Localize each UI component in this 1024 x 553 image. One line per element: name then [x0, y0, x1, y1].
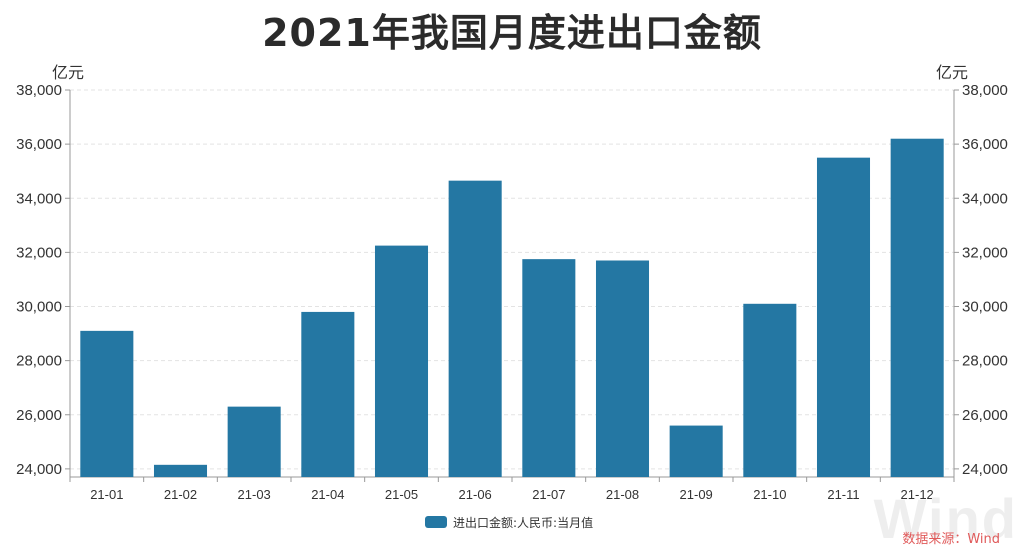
legend-label: 进出口金额:人民币:当月值: [453, 515, 594, 530]
left-tick-label: 38,000: [16, 82, 62, 99]
left-tick-label: 24,000: [16, 461, 62, 478]
right-tick-label: 26,000: [962, 407, 1008, 424]
right-tick-label: 36,000: [962, 136, 1008, 153]
bar-21-09[interactable]: [669, 425, 723, 477]
right-y-ticks: 24,000 26,000 28,000 30,000 32,000 34,000 36,0…: [954, 82, 1008, 478]
grid-lines: [70, 89, 954, 470]
x-tick-label: 21-04: [311, 487, 344, 502]
x-tick-label: 21-07: [532, 487, 565, 502]
bar-21-06[interactable]: [448, 180, 502, 478]
x-tick-label: 21-11: [827, 487, 859, 502]
source-label: 数据来源：Wind: [902, 532, 1000, 547]
left-y-ticks: 24,000 26,000 28,000 30,000 32,000 34,000 36,0…: [16, 82, 70, 478]
left-tick-label: 30,000: [16, 299, 62, 316]
bar-21-03[interactable]: [227, 406, 281, 477]
bar-21-10[interactable]: [743, 303, 797, 477]
bar-21-01[interactable]: [80, 330, 134, 477]
right-tick-label: 28,000: [962, 353, 1008, 370]
x-tick-label: 21-12: [901, 487, 934, 502]
bar-21-12[interactable]: [890, 138, 944, 477]
right-tick-label: 30,000: [962, 299, 1008, 316]
bars: [80, 138, 944, 478]
bar-21-07[interactable]: [522, 259, 576, 477]
bar-21-08[interactable]: [595, 260, 650, 477]
left-tick-label: 32,000: [16, 244, 62, 261]
left-tick-label: 34,000: [16, 190, 62, 207]
x-ticks: 21-01 21-02 21-03 21-04 21-05 21-06 21-07 21-08…: [69, 477, 955, 502]
x-tick-label: 21-03: [238, 487, 271, 502]
x-tick-label: 21-02: [164, 487, 197, 502]
bar-21-11[interactable]: [816, 157, 871, 477]
right-tick-label: 24,000: [962, 461, 1008, 478]
x-tick-label: 21-09: [680, 487, 713, 502]
left-tick-label: 26,000: [16, 407, 62, 424]
left-tick-label: 28,000: [16, 353, 62, 370]
right-tick-label: 34,000: [962, 190, 1008, 207]
left-unit-label: 亿元: [52, 63, 84, 82]
right-tick-label: 38,000: [962, 82, 1008, 99]
bar-21-05[interactable]: [374, 245, 429, 477]
x-tick-label: 21-10: [753, 487, 786, 502]
x-tick-label: 21-01: [90, 487, 123, 502]
chart-title: 2021年我国月度进出口金额: [262, 10, 762, 55]
bar-21-02[interactable]: [153, 464, 208, 477]
legend-swatch: [425, 516, 447, 528]
x-tick-label: 21-08: [606, 487, 639, 502]
left-tick-label: 36,000: [16, 136, 62, 153]
right-unit-label: 亿元: [936, 63, 968, 82]
legend[interactable]: 进出口金额:人民币:当月值: [425, 512, 593, 532]
x-tick-label: 21-05: [385, 487, 418, 502]
bar-21-04[interactable]: [301, 311, 355, 477]
right-tick-label: 32,000: [962, 244, 1008, 261]
wind-watermark: Wind: [873, 487, 1018, 550]
x-tick-label: 21-06: [459, 487, 492, 502]
